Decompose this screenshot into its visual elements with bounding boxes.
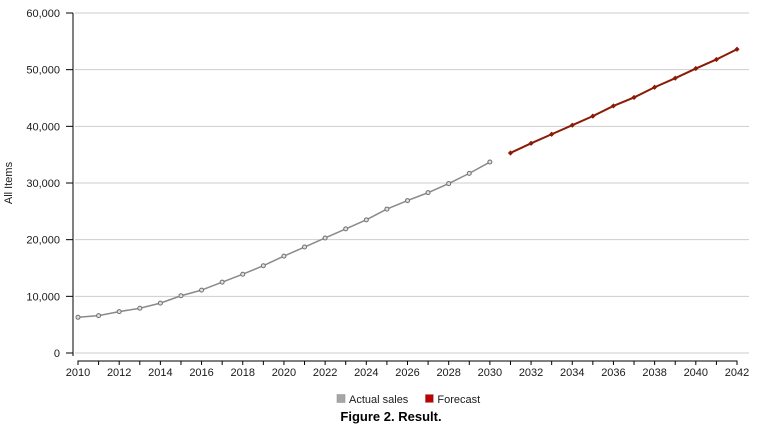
series-line — [510, 48, 738, 154]
data-point-marker — [96, 313, 102, 319]
data-point-marker — [322, 235, 328, 241]
gridlines — [75, 12, 749, 354]
y-tick-label: 10,000 — [26, 291, 60, 303]
data-point-marker — [302, 244, 308, 250]
data-point-marker — [178, 293, 184, 299]
y-tick-label: 60,000 — [26, 8, 60, 20]
legend-swatch — [336, 394, 346, 403]
x-tick-label: 2016 — [189, 367, 213, 379]
x-tick-label: 2024 — [354, 367, 378, 379]
x-tick-label: 2022 — [313, 367, 337, 379]
x-tick-label: 2026 — [395, 367, 419, 379]
data-point-marker — [116, 309, 122, 315]
x-tick-label: 2030 — [478, 367, 502, 379]
x-tick-label: 2036 — [601, 367, 625, 379]
y-tick-label: 40,000 — [26, 121, 60, 133]
data-point-marker — [384, 206, 390, 212]
data-point-marker — [199, 287, 205, 293]
series-actual-sales — [75, 159, 493, 320]
x-tick-label: 2038 — [642, 367, 666, 379]
legend-label: Actual sales — [349, 394, 409, 406]
x-tick-label: 2020 — [272, 367, 296, 379]
figure-caption-label: Figure 2. — [340, 409, 395, 424]
x-tick-label: 2014 — [148, 367, 172, 379]
figure-caption-text: Result. — [398, 409, 442, 424]
legend-label: Forecast — [437, 394, 480, 406]
data-point-marker — [631, 94, 637, 101]
y-tick-label: 50,000 — [26, 65, 60, 77]
data-point-marker — [343, 226, 349, 232]
data-point-marker — [610, 103, 617, 109]
legend-swatch — [425, 394, 434, 403]
y-tick-label: 20,000 — [26, 235, 60, 247]
legend: Actual sales Forecast — [336, 394, 480, 406]
legend-item-actual-sales: Actual sales — [336, 394, 409, 406]
data-point-marker — [137, 305, 143, 311]
x-tick-label: 2028 — [436, 367, 460, 379]
data-point-marker — [713, 56, 720, 63]
figure-caption: Figure 2. Result. — [0, 409, 782, 424]
x-tick-label: 2032 — [519, 367, 543, 379]
x-tick-label: 2018 — [231, 367, 255, 379]
x-tick-label: 2040 — [684, 367, 708, 379]
legend-item-forecast: Forecast — [425, 394, 480, 406]
data-point-marker — [157, 300, 163, 306]
data-point-marker — [75, 314, 81, 320]
x-tick-label: 2034 — [560, 367, 584, 379]
x-tick-label: 2012 — [107, 367, 131, 379]
y-axis: 0 10,000 20,000 30,000 40,000 50,000 60,000 — [26, 8, 74, 360]
data-point-marker — [405, 198, 410, 204]
data-point-marker — [549, 131, 555, 137]
y-tick-label: 0 — [54, 348, 60, 360]
data-point-marker — [466, 170, 472, 176]
data-point-marker — [487, 159, 493, 165]
line-chart: 0 10,000 20,000 30,000 40,000 50,000 60,000 All… — [3, 8, 749, 406]
data-point-marker — [281, 253, 287, 259]
data-point-marker — [363, 217, 369, 223]
data-point-marker — [672, 75, 678, 81]
series-forecast — [507, 46, 740, 156]
data-point-marker — [590, 113, 596, 119]
data-point-marker — [260, 263, 266, 269]
x-axis: 2010 2012 2014 2016 2018 2020 2022 2024 2026 2028… — [66, 360, 749, 379]
data-point-marker — [652, 84, 658, 90]
x-tick-label: 2042 — [725, 367, 749, 379]
x-tick-label: 2010 — [66, 367, 90, 379]
data-point-marker — [569, 122, 575, 128]
data-point-marker — [734, 46, 740, 52]
data-point-marker — [240, 271, 246, 277]
data-point-marker — [446, 181, 452, 187]
data-point-marker — [219, 279, 225, 285]
data-point-marker — [425, 190, 431, 196]
data-point-marker — [528, 140, 534, 146]
y-tick-label: 30,000 — [26, 178, 60, 190]
y-axis-title: All Items — [3, 161, 15, 204]
data-point-marker — [507, 150, 514, 156]
data-point-marker — [693, 65, 699, 72]
